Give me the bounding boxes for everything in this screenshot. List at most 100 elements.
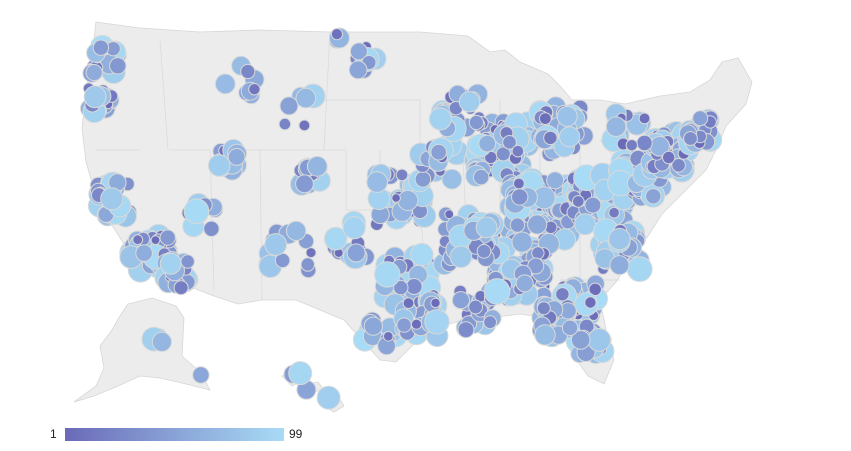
map-bubble[interactable] (495, 146, 511, 162)
map-bubble[interactable] (348, 60, 368, 80)
map-bubble[interactable] (449, 245, 473, 269)
map-bubble[interactable] (151, 331, 172, 352)
map-bubble[interactable] (183, 198, 210, 224)
map-bubble[interactable] (410, 318, 423, 330)
map-bubble[interactable] (444, 209, 455, 220)
map-bubble[interactable] (150, 235, 161, 246)
map-bubble[interactable] (424, 309, 450, 335)
map-bubble[interactable] (316, 385, 341, 410)
map-bubble[interactable] (584, 296, 597, 309)
map-bubble[interactable] (430, 297, 441, 309)
map-bubble[interactable] (574, 213, 597, 236)
map-bubble[interactable] (349, 42, 368, 61)
map-bubble[interactable] (132, 234, 144, 246)
map-bubble[interactable] (135, 244, 153, 262)
map-bubble[interactable] (85, 64, 103, 82)
map-bubble[interactable] (346, 243, 366, 263)
map-bubble[interactable] (458, 91, 481, 113)
map-bubble[interactable] (374, 261, 401, 288)
map-bubble[interactable] (207, 154, 231, 177)
map-bubble[interactable] (662, 150, 676, 165)
map-bubble[interactable] (555, 287, 570, 302)
map-bubble[interactable] (572, 195, 585, 208)
map-bubble[interactable] (534, 324, 556, 346)
map-bubble[interactable] (502, 135, 517, 150)
map-bubble[interactable] (543, 130, 558, 146)
map-bubble[interactable] (636, 134, 653, 152)
map-bubble[interactable] (625, 139, 638, 152)
map-bubble[interactable] (295, 174, 314, 194)
map-bubble[interactable] (430, 143, 448, 161)
map-bubble[interactable] (476, 243, 492, 259)
map-bubble[interactable] (300, 257, 315, 272)
map-bubble[interactable] (531, 246, 545, 260)
map-bubble[interactable] (180, 254, 195, 269)
map-bubble[interactable] (410, 242, 434, 267)
map-bubble[interactable] (391, 193, 401, 203)
map-bubble[interactable] (483, 315, 498, 330)
map-bubble[interactable] (638, 112, 651, 125)
map-bubble[interactable] (286, 220, 307, 242)
map-bubble[interactable] (428, 107, 452, 131)
map-bubble[interactable] (240, 63, 256, 80)
map-bubble[interactable] (366, 171, 388, 193)
map-bubble[interactable] (278, 117, 292, 131)
map-bubble[interactable] (100, 187, 124, 211)
map-bubble[interactable] (214, 73, 236, 95)
map-bubble[interactable] (609, 255, 630, 276)
map-bubble[interactable] (588, 282, 602, 296)
map-bubble[interactable] (227, 148, 246, 166)
map-bubble[interactable] (279, 96, 299, 116)
map-bubble[interactable] (83, 85, 107, 109)
map-bubble[interactable] (561, 319, 579, 336)
map-bubble[interactable] (475, 216, 498, 239)
map-bubble[interactable] (587, 328, 612, 352)
map-bubble[interactable] (584, 196, 602, 214)
map-bubble[interactable] (288, 361, 313, 386)
map-bubble[interactable] (173, 280, 189, 296)
map-bubble[interactable] (478, 134, 497, 153)
map-bubble[interactable] (92, 39, 110, 56)
map-bubble[interactable] (692, 110, 709, 127)
map-bubble[interactable] (342, 216, 366, 240)
map-bubble[interactable] (192, 366, 210, 384)
map-bubble[interactable] (203, 220, 220, 238)
map-bubble[interactable] (536, 301, 551, 316)
map-bubble[interactable] (457, 321, 475, 339)
map-bubble[interactable] (515, 274, 534, 293)
map-bubble[interactable] (405, 278, 423, 295)
map-bubble[interactable] (306, 155, 328, 177)
map-bubble[interactable] (396, 317, 412, 333)
map-bubble[interactable] (264, 233, 288, 256)
map-bubble[interactable] (626, 256, 653, 283)
map-bubble[interactable] (383, 331, 394, 342)
map-bubble[interactable] (393, 279, 409, 296)
map-bubble[interactable] (527, 214, 548, 235)
map-bubble[interactable] (559, 126, 581, 148)
map-bubble[interactable] (556, 105, 578, 127)
map-bubble[interactable] (402, 297, 415, 310)
map-bubble[interactable] (395, 168, 409, 182)
map-bubble[interactable] (511, 231, 533, 253)
map-bubble[interactable] (468, 114, 484, 131)
map-bubble[interactable] (441, 168, 463, 190)
map-bubble[interactable] (305, 247, 317, 259)
bubble-layer[interactable] (80, 27, 723, 410)
map-bubble[interactable] (473, 168, 490, 186)
map-bubble[interactable] (608, 227, 631, 251)
map-bubble[interactable] (414, 171, 432, 188)
map-bubble[interactable] (363, 316, 383, 336)
map-bubble[interactable] (605, 116, 627, 137)
map-bubble[interactable] (109, 57, 127, 75)
map-bubble[interactable] (397, 190, 419, 211)
map-bubble[interactable] (513, 177, 525, 190)
map-bubble[interactable] (451, 291, 470, 310)
map-bubble[interactable] (248, 83, 261, 96)
map-bubble[interactable] (468, 299, 484, 315)
map-bubble[interactable] (511, 144, 525, 158)
map-bubble[interactable] (298, 119, 311, 132)
map-bubble[interactable] (608, 206, 620, 219)
map-bubble[interactable] (645, 188, 662, 205)
